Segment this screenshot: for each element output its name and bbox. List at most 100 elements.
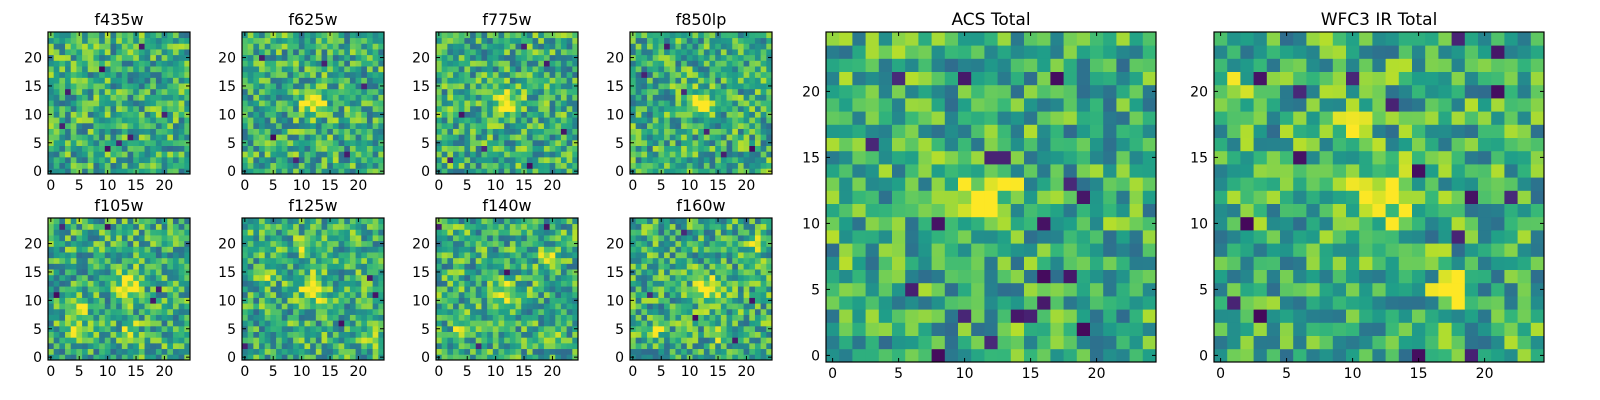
heatmap-cell xyxy=(470,128,477,135)
heatmap-cell xyxy=(121,240,128,247)
heatmap-cell xyxy=(766,303,773,310)
heatmap-cell xyxy=(692,43,699,50)
heatmap-cell xyxy=(138,235,145,242)
heatmap-cell xyxy=(172,162,180,169)
heatmap-cell xyxy=(532,337,539,344)
heatmap-cell xyxy=(344,43,351,50)
heatmap-cell xyxy=(121,286,128,293)
heatmap-cell xyxy=(327,314,334,321)
heatmap-cell xyxy=(698,325,705,332)
heatmap-cell xyxy=(344,252,351,259)
heatmap-cell xyxy=(138,223,145,230)
heatmap-cell xyxy=(264,308,271,315)
heatmap-cell xyxy=(138,100,145,107)
heatmap-cell xyxy=(304,134,311,141)
heatmap-cell xyxy=(447,71,454,78)
heatmap-cell xyxy=(116,297,123,304)
heatmap-cell xyxy=(737,117,744,124)
heatmap-cell xyxy=(566,291,573,298)
heatmap-cell xyxy=(538,303,545,310)
heatmap-cell xyxy=(87,71,94,78)
heatmap-cell xyxy=(276,280,283,287)
heatmap-cell xyxy=(315,297,322,304)
heatmap-cell xyxy=(242,337,249,344)
heatmap-cell xyxy=(521,240,528,247)
heatmap-cell xyxy=(560,331,568,338)
heatmap-cell xyxy=(572,331,579,338)
heatmap-cell xyxy=(760,88,767,95)
heatmap-cell xyxy=(458,66,465,73)
heatmap-cell xyxy=(715,162,722,169)
heatmap-cell xyxy=(641,37,648,44)
heatmap-cell xyxy=(372,77,379,84)
heatmap-cell xyxy=(172,252,180,259)
heatmap-cell xyxy=(543,83,550,90)
heatmap-cell xyxy=(635,94,642,101)
heatmap-cell xyxy=(242,331,249,338)
heatmap-cell xyxy=(372,83,379,90)
heatmap-cell xyxy=(532,37,539,44)
heatmap-cell xyxy=(453,280,460,287)
heatmap-cell xyxy=(681,37,688,44)
heatmap-cell xyxy=(310,83,317,90)
heatmap-cell xyxy=(161,303,168,310)
heatmap-cell xyxy=(703,156,710,164)
heatmap-cell xyxy=(116,235,123,242)
heatmap-cell xyxy=(532,235,539,242)
heatmap-cell xyxy=(669,37,676,44)
heatmap-cell xyxy=(327,337,334,344)
heatmap-cell xyxy=(167,229,174,236)
heatmap-cell xyxy=(150,291,157,298)
heatmap-cell xyxy=(310,49,317,56)
heatmap-cell xyxy=(133,54,140,61)
heatmap-cell xyxy=(82,151,89,158)
heatmap-cell xyxy=(658,88,665,95)
heatmap-cell xyxy=(150,54,157,61)
heatmap-cell xyxy=(242,286,249,293)
heatmap-cell xyxy=(658,139,665,146)
heatmap-cell xyxy=(458,156,465,164)
heatmap-cell xyxy=(167,139,174,146)
heatmap-cell xyxy=(543,77,550,84)
heatmap-cell xyxy=(59,83,66,90)
heatmap-cell xyxy=(366,60,374,67)
heatmap-cell xyxy=(93,117,100,124)
heatmap-cell xyxy=(532,297,539,304)
heatmap-cell xyxy=(287,297,294,304)
heatmap-cell xyxy=(641,291,648,298)
heatmap-cell xyxy=(53,229,60,236)
heatmap-cell xyxy=(144,235,151,242)
heatmap-cell xyxy=(172,32,180,39)
heatmap-cell xyxy=(521,291,528,298)
heatmap-cell xyxy=(327,37,334,44)
heatmap-cell xyxy=(475,325,482,332)
heatmap-cell xyxy=(698,77,705,84)
heatmap-cell xyxy=(515,128,522,135)
heatmap-cell xyxy=(447,348,454,355)
y-tick-label: 0 xyxy=(615,164,624,180)
heatmap-cell xyxy=(355,77,362,84)
heatmap-cell xyxy=(366,314,374,321)
heatmap-cell xyxy=(247,77,254,84)
heatmap-cell xyxy=(703,94,710,101)
heatmap-cell xyxy=(281,280,288,287)
heatmap-cell xyxy=(293,286,300,293)
heatmap-cell xyxy=(133,37,140,44)
heatmap-cell xyxy=(264,122,271,129)
heatmap-cell xyxy=(526,117,533,124)
heatmap-cell xyxy=(310,257,317,264)
heatmap-cell xyxy=(715,117,722,124)
heatmap-cell xyxy=(178,145,185,152)
heatmap-cell xyxy=(332,100,339,107)
heatmap-cell xyxy=(161,145,168,152)
heatmap-cell xyxy=(436,77,443,84)
heatmap-cell xyxy=(253,54,260,61)
heatmap-cell xyxy=(515,286,522,293)
heatmap-cell xyxy=(492,94,499,101)
heatmap-cell xyxy=(121,269,128,276)
heatmap-cell xyxy=(264,83,271,90)
heatmap-cell xyxy=(355,291,362,298)
heatmap-cell xyxy=(242,117,249,124)
heatmap-cell xyxy=(355,71,362,78)
heatmap-cell xyxy=(133,308,140,315)
